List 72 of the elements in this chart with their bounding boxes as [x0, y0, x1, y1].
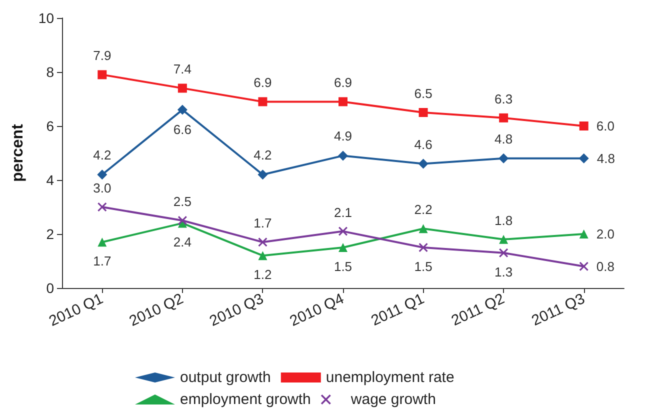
- data-label: 4.8: [596, 150, 615, 166]
- point: [498, 153, 509, 164]
- y-tick-label: 10: [38, 10, 54, 26]
- point: [98, 238, 107, 247]
- point: [338, 150, 348, 161]
- x-tick-label: 2010 Q4: [287, 290, 347, 330]
- y-tick-label: 0: [46, 280, 54, 296]
- data-label: 6.9: [254, 75, 272, 90]
- data-label: 7.9: [93, 48, 112, 64]
- x-tick-label: 2011 Q2: [448, 290, 508, 330]
- data-label: 0.8: [596, 258, 614, 274]
- data-label: 1.8: [494, 212, 513, 228]
- data-label: 1.5: [334, 259, 352, 274]
- data-label: 4.2: [254, 148, 272, 163]
- point: [98, 70, 107, 80]
- data-label: 1.2: [254, 267, 272, 282]
- legend-label: output growth: [180, 369, 271, 386]
- point: [258, 170, 268, 180]
- data-label: 6.5: [414, 86, 432, 101]
- point: [418, 224, 428, 234]
- point: [258, 251, 268, 260]
- x-tick-label: 2011 Q3: [529, 290, 588, 330]
- data-label: 4.2: [93, 148, 112, 163]
- data-label: 6.9: [334, 75, 352, 90]
- legend-label: unemployment rate: [326, 369, 454, 386]
- data-label: 2.5: [173, 194, 192, 209]
- point: [177, 104, 188, 115]
- data-label: 2.1: [334, 204, 352, 220]
- point: [418, 158, 428, 169]
- point: [98, 202, 107, 212]
- data-label: 2.2: [414, 202, 432, 218]
- point: [258, 238, 268, 247]
- data-label: 1.5: [414, 259, 432, 274]
- x-tick-label: 2011 Q1: [368, 290, 427, 330]
- data-label: 6.6: [173, 122, 192, 137]
- point: [338, 243, 348, 252]
- point: [97, 170, 108, 180]
- data-label: 2.4: [173, 234, 192, 250]
- x-tick-label: 2010 Q2: [126, 290, 186, 330]
- point: [579, 230, 588, 238]
- point: [418, 108, 428, 117]
- data-label: 6.3: [494, 91, 513, 106]
- data-label: 7.4: [173, 62, 192, 77]
- y-tick-label: 8: [46, 64, 54, 80]
- point: [258, 97, 268, 106]
- point: [338, 226, 348, 236]
- data-label: 4.8: [494, 131, 513, 146]
- data-label: 4.6: [414, 136, 432, 152]
- point: [338, 97, 348, 106]
- legend-label: wage growth: [350, 391, 436, 408]
- point: [578, 153, 589, 164]
- point: [418, 243, 428, 252]
- point: [499, 113, 508, 122]
- y-axis-title: percent: [10, 123, 26, 182]
- x-tick-label: 2010 Q3: [207, 290, 266, 330]
- point: [178, 84, 187, 93]
- point: [579, 122, 588, 130]
- data-label: 6.0: [596, 118, 614, 134]
- y-tick-label: 2: [46, 226, 54, 242]
- y-tick-label: 6: [46, 118, 54, 134]
- data-label: 3.0: [93, 180, 112, 196]
- point: [499, 248, 508, 258]
- data-label: 1.7: [93, 254, 112, 269]
- point: [579, 262, 588, 271]
- data-label: 1.7: [254, 216, 272, 231]
- data-label: 4.9: [334, 128, 352, 144]
- point: [499, 234, 508, 244]
- data-label: 2.0: [596, 226, 614, 242]
- point: [178, 216, 187, 225]
- y-tick-label: 4: [46, 172, 54, 188]
- data-label: 1.3: [494, 264, 513, 280]
- legend-label: employment growth: [180, 391, 311, 408]
